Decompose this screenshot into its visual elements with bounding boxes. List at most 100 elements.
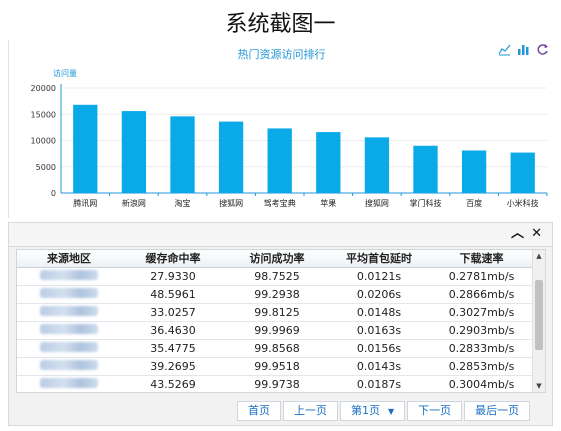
- source-region-cell: [17, 357, 121, 376]
- chart-panel: 热门资源访问排行 访问量 0 5000 10000 15000 20000 腾讯网 新浪网 淘宝…: [8, 40, 553, 218]
- document-title: 系统截图一: [225, 12, 336, 37]
- table-panel: ︿ ✕ 来源地区 缓存命中率 访问成功率 平均首包延时 下载速率 27.9330…: [8, 222, 553, 426]
- y-tick-label: 10000: [31, 137, 56, 146]
- line-chart-icon[interactable]: [498, 43, 511, 56]
- x-tick-label: 苹果: [320, 198, 336, 208]
- source-region-cell: [17, 321, 121, 340]
- redacted-region: [40, 323, 98, 334]
- column-header[interactable]: 访问成功率: [225, 250, 329, 268]
- table-cell: 36.4630: [121, 321, 225, 340]
- table-cell: 0.2781mb/s: [429, 267, 534, 286]
- y-axis-label: 访问量: [53, 68, 77, 78]
- refresh-icon[interactable]: [536, 43, 549, 56]
- bar: [73, 104, 98, 193]
- bar: [461, 150, 487, 193]
- table-cell: 99.8125: [225, 303, 329, 322]
- table-row[interactable]: 48.5961 99.2938 0.0206s 0.2866mb/s: [17, 285, 534, 304]
- stats-table: 来源地区 缓存命中率 访问成功率 平均首包延时 下载速率 27.9330 98.7…: [17, 250, 534, 392]
- table-cell: 0.3027mb/s: [429, 303, 534, 322]
- table-row[interactable]: 36.4630 99.9969 0.0163s 0.2903mb/s: [17, 321, 534, 340]
- vertical-scrollbar[interactable]: ▲ ▼: [532, 250, 545, 392]
- table-row[interactable]: 35.4775 99.8568 0.0156s 0.2833mb/s: [17, 339, 534, 358]
- table-cell: 48.5961: [121, 285, 225, 304]
- bar-chart: 访问量 0 5000 10000 15000 20000 腾讯网 新浪网 淘宝 搜狐网 驾考宝典 苹果…: [31, 68, 548, 208]
- table-cell: 43.5269: [121, 375, 225, 392]
- redacted-region: [40, 377, 98, 388]
- pagination: 首页 上一页 第1页 ▼ 下一页 最后一页: [237, 401, 531, 421]
- table-cell: 0.0121s: [329, 267, 429, 286]
- bar: [121, 111, 147, 193]
- scroll-down-icon[interactable]: ▼: [536, 382, 542, 390]
- redacted-region: [40, 269, 98, 280]
- source-region-cell: [17, 303, 121, 322]
- chart-title: 热门资源访问排行: [237, 48, 326, 61]
- table-cell: 0.0206s: [329, 285, 429, 304]
- bar: [267, 128, 292, 193]
- table-cell: 35.4775: [121, 339, 225, 358]
- bar: [413, 145, 438, 193]
- x-tick-label: 淘宝: [175, 198, 191, 208]
- bar: [510, 152, 535, 193]
- source-region-cell: [17, 267, 121, 286]
- panel-header: ︿ ✕: [9, 223, 552, 247]
- table-cell: 27.9330: [121, 267, 225, 286]
- collapse-icon[interactable]: ︿: [510, 226, 524, 241]
- source-region-cell: [17, 285, 121, 304]
- close-icon[interactable]: ✕: [531, 226, 542, 241]
- chevron-down-icon: ▼: [388, 407, 395, 416]
- table-cell: 39.2695: [121, 357, 225, 376]
- table-cell: 0.2833mb/s: [429, 339, 534, 358]
- x-tick-label: 百度: [466, 198, 482, 208]
- bar-chart-icon[interactable]: [517, 43, 530, 56]
- table-cell: 0.2853mb/s: [429, 357, 534, 376]
- bar: [218, 121, 244, 193]
- source-region-cell: [17, 375, 121, 392]
- table-cell: 33.0257: [121, 303, 225, 322]
- column-header[interactable]: 来源地区: [17, 250, 121, 268]
- x-tick-label: 小米科技: [507, 198, 539, 208]
- table-cell: 0.0187s: [329, 375, 429, 392]
- redacted-region: [40, 287, 98, 298]
- redacted-region: [40, 341, 98, 352]
- page-select-label: 第1页: [351, 404, 380, 417]
- x-tick-label: 掌门科技: [410, 198, 442, 208]
- y-tick-label: 20000: [31, 84, 56, 93]
- table-cell: 99.8568: [225, 339, 329, 358]
- x-tick-label: 驾考宝典: [264, 198, 296, 208]
- table-row[interactable]: 27.9330 98.7525 0.0121s 0.2781mb/s: [17, 267, 534, 286]
- table-cell: 0.2903mb/s: [429, 321, 534, 340]
- data-grid: 来源地区 缓存命中率 访问成功率 平均首包延时 下载速率 27.9330 98.7…: [16, 249, 546, 393]
- table-cell: 0.0148s: [329, 303, 429, 322]
- table-cell: 99.2938: [225, 285, 329, 304]
- x-tick-label: 搜狐网: [365, 198, 389, 208]
- prev-page-button[interactable]: 上一页: [283, 401, 338, 421]
- table-cell: 99.9969: [225, 321, 329, 340]
- table-cell: 99.9518: [225, 357, 329, 376]
- column-header[interactable]: 缓存命中率: [121, 250, 225, 268]
- y-tick-label: 0: [51, 189, 56, 198]
- bar: [316, 132, 341, 193]
- table-cell: 99.9738: [225, 375, 329, 392]
- redacted-region: [40, 305, 98, 316]
- scroll-up-icon[interactable]: ▲: [536, 252, 542, 260]
- table-row[interactable]: 43.5269 99.9738 0.0187s 0.3004mb/s: [17, 375, 534, 392]
- x-tick-label: 腾讯网: [73, 198, 97, 208]
- page-select[interactable]: 第1页 ▼: [340, 401, 406, 421]
- table-cell: 0.0156s: [329, 339, 429, 358]
- table-row[interactable]: 33.0257 99.8125 0.0148s 0.3027mb/s: [17, 303, 534, 322]
- last-page-button[interactable]: 最后一页: [464, 401, 531, 421]
- scrollbar-thumb[interactable]: [535, 280, 543, 350]
- column-header[interactable]: 平均首包延时: [329, 250, 429, 268]
- source-region-cell: [17, 339, 121, 358]
- table-header-row: 来源地区 缓存命中率 访问成功率 平均首包延时 下载速率: [17, 250, 534, 268]
- redacted-region: [40, 359, 98, 370]
- y-tick-label: 15000: [31, 110, 56, 119]
- column-header[interactable]: 下载速率: [429, 250, 534, 268]
- bar: [364, 137, 390, 193]
- table-cell: 98.7525: [225, 267, 329, 286]
- y-tick-label: 5000: [36, 163, 56, 172]
- next-page-button[interactable]: 下一页: [407, 401, 463, 421]
- table-row[interactable]: 39.2695 99.9518 0.0143s 0.2853mb/s: [17, 357, 534, 376]
- first-page-button[interactable]: 首页: [237, 401, 281, 421]
- chart-toolbar: [498, 43, 549, 56]
